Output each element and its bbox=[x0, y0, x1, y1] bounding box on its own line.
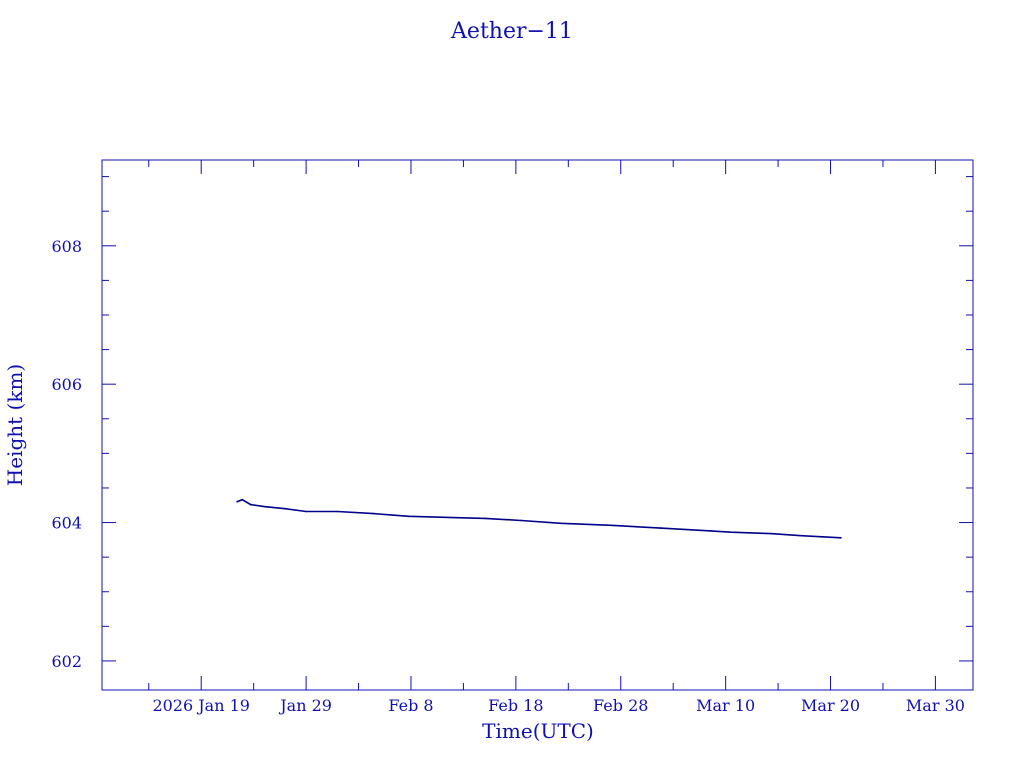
y-tick-label: 608 bbox=[51, 237, 82, 256]
data-point bbox=[610, 524, 612, 527]
plot-frame bbox=[101, 159, 974, 691]
data-point bbox=[236, 501, 238, 503]
data-point bbox=[456, 516, 459, 519]
data-point bbox=[520, 519, 522, 522]
data-point bbox=[560, 522, 562, 525]
x-tick-label: Mar 20 bbox=[801, 696, 860, 715]
data-point bbox=[284, 507, 286, 510]
y-axis-label: Height (km) bbox=[3, 364, 27, 486]
data-point bbox=[372, 512, 375, 515]
data-point bbox=[249, 503, 252, 506]
chart-title: Aether−11 bbox=[450, 19, 573, 44]
data-point bbox=[241, 498, 244, 501]
data-point bbox=[800, 534, 803, 537]
x-tick-label: Feb 28 bbox=[593, 696, 648, 715]
data-point bbox=[659, 527, 662, 529]
x-tick-label: Mar 10 bbox=[696, 696, 755, 715]
x-tick-label: Mar 30 bbox=[906, 696, 965, 715]
x-tick-label: Feb 8 bbox=[388, 696, 433, 715]
y-tick-label: 604 bbox=[51, 514, 82, 533]
data-point bbox=[484, 517, 487, 520]
data-point bbox=[769, 532, 772, 535]
data-point bbox=[407, 515, 410, 518]
data-point bbox=[730, 531, 732, 534]
data-point bbox=[336, 510, 339, 513]
x-axis-label: Time(UTC) bbox=[482, 719, 594, 743]
x-tick-label: Jan 29 bbox=[278, 696, 332, 715]
data-point bbox=[263, 505, 265, 508]
series-line bbox=[236, 498, 842, 539]
data-point bbox=[840, 536, 842, 539]
data-point bbox=[709, 530, 712, 532]
data-point bbox=[305, 510, 307, 513]
y-tick-label: 606 bbox=[51, 375, 82, 394]
y-tick-label: 602 bbox=[51, 652, 82, 671]
x-tick-label: Feb 18 bbox=[488, 696, 543, 715]
x-tick-label: 2026 Jan 19 bbox=[152, 696, 250, 715]
